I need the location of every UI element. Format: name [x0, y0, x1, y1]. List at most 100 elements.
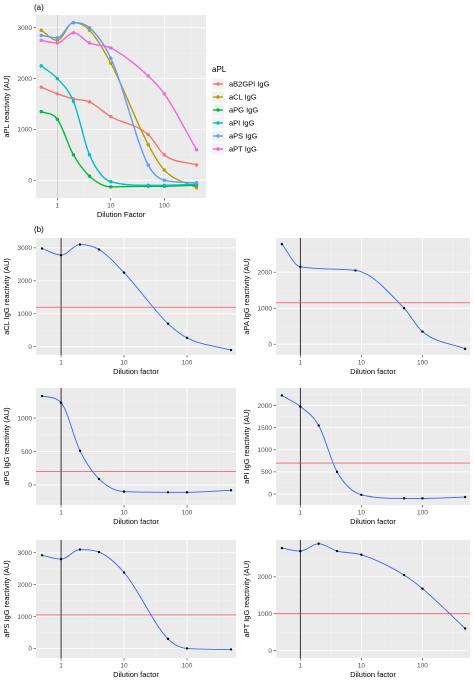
- data-point: [317, 424, 320, 427]
- series-line-fit: [41, 395, 232, 493]
- series-line-fit: [281, 243, 466, 350]
- data-point: [55, 117, 59, 121]
- legend-item-label: aPG IgG: [229, 106, 258, 115]
- x-tick-label: 100: [182, 360, 193, 367]
- data-point: [402, 307, 406, 310]
- data-point: [40, 394, 44, 398]
- data-point: [97, 248, 101, 251]
- y-tick-label: 1000: [18, 127, 33, 134]
- data-point: [166, 491, 170, 494]
- data-point: [335, 549, 339, 553]
- data-point: [162, 153, 167, 157]
- y-tick-label: 1000: [258, 306, 273, 313]
- data-point: [229, 489, 233, 492]
- data-point: [109, 56, 113, 60]
- y-tick-label: 0: [268, 648, 272, 655]
- legend-key-point: [216, 147, 220, 151]
- data-point: [299, 549, 302, 553]
- legend-item-label: aCL IgG: [229, 93, 257, 102]
- x-tick-label: 10: [358, 360, 366, 367]
- x-tick-label: 10: [120, 360, 128, 367]
- data-point: [360, 553, 363, 556]
- data-point: [162, 178, 167, 182]
- x-tick-label: 100: [159, 203, 170, 210]
- data-point: [280, 242, 284, 246]
- legend-key-point: [216, 121, 220, 125]
- data-point: [109, 185, 113, 189]
- data-point: [166, 637, 170, 641]
- data-point: [421, 497, 424, 500]
- y-axis-title: aPA IgG reactivity (AU): [242, 258, 251, 335]
- plot-background: [36, 238, 236, 355]
- data-point: [59, 557, 63, 561]
- data-point: [59, 401, 63, 404]
- data-point: [97, 550, 101, 554]
- data-point: [87, 26, 92, 30]
- y-axis-title: aCL IgG reactivity (AU): [2, 258, 11, 335]
- data-point: [87, 153, 92, 157]
- plot-background: [36, 540, 236, 658]
- data-point: [71, 20, 76, 25]
- data-point: [185, 491, 189, 494]
- series-line-fit: [281, 395, 466, 499]
- data-point: [162, 183, 167, 187]
- plot-background: [36, 15, 206, 198]
- legend-key-point: [216, 95, 220, 99]
- series-line-fit: [42, 549, 232, 650]
- data-point: [194, 148, 199, 152]
- data-point: [421, 330, 424, 333]
- series-line-fit: [281, 543, 466, 629]
- data-point: [402, 497, 406, 500]
- data-point: [194, 181, 199, 185]
- data-point: [78, 548, 82, 551]
- data-point: [71, 31, 76, 35]
- y-tick-label: 2000: [18, 582, 33, 589]
- y-tick-label: 3000: [18, 550, 33, 557]
- data-point: [39, 38, 43, 43]
- data-point: [55, 92, 59, 96]
- legend-item-label: aB2GPI IgG: [229, 80, 270, 89]
- y-axis-title: aPS IgG reactivity (AU): [2, 560, 11, 638]
- x-tick-label: 100: [417, 510, 428, 517]
- legend-key-point: [216, 108, 220, 112]
- x-tick-label: 1: [298, 510, 302, 517]
- data-point: [229, 648, 233, 651]
- plot-background: [276, 388, 470, 505]
- plot-background: [36, 388, 236, 505]
- y-axis-title: aPL reactivity (AU): [2, 75, 11, 138]
- data-point: [39, 85, 43, 89]
- y-axis-title: aPI IgG reactivity (AU): [242, 409, 251, 484]
- y-tick-label: 500: [21, 449, 32, 456]
- x-tick-label: 100: [182, 663, 193, 670]
- x-tick-label: 1: [59, 510, 63, 517]
- x-tick-label: 1: [59, 663, 63, 670]
- data-point: [194, 163, 199, 167]
- y-tick-label: 0: [28, 482, 32, 489]
- series-line-fit: [41, 244, 232, 351]
- data-point: [421, 587, 424, 590]
- data-point: [109, 46, 113, 50]
- data-point: [109, 180, 113, 184]
- x-tick-label: 100: [417, 663, 428, 670]
- plot-background: [276, 540, 470, 658]
- legend-key-point: [216, 82, 220, 86]
- data-point: [87, 100, 92, 104]
- x-axis-title: Dilution factor: [113, 367, 159, 376]
- x-tick-label: 10: [358, 663, 366, 670]
- data-point: [109, 61, 113, 65]
- y-tick-label: 0: [268, 342, 272, 349]
- x-axis-title: Dilution factor: [113, 517, 159, 526]
- data-point: [463, 495, 467, 499]
- data-point: [185, 647, 189, 650]
- data-point: [71, 153, 76, 157]
- x-tick-label: 10: [120, 510, 128, 517]
- data-point: [162, 168, 167, 172]
- data-point: [71, 99, 76, 104]
- data-point: [122, 571, 126, 574]
